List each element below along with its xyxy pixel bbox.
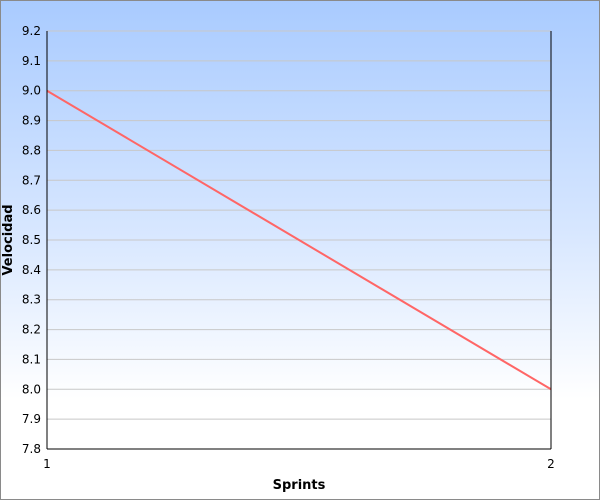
y-tick-label: 8.6 [22,203,41,217]
y-tick-label: 8.5 [22,233,41,247]
series-line-0 [46,89,552,391]
x-tick-label: 1 [43,457,51,471]
y-tick-label: 9.1 [22,54,41,68]
y-tick-label: 9.0 [22,84,41,98]
y-tick-label: 8.0 [22,382,41,396]
y-tick-labels: 7.8 7.9 8.0 8.1 8.2 8.3 8.4 8.5 8.6 8.7 8.8 8.9 9.0 9… [22,24,41,456]
grid-lines [47,30,551,420]
y-tick-label: 8.4 [22,263,41,277]
y-tick-label: 8.8 [22,143,41,157]
y-tick-label: 8.1 [22,352,41,366]
axes [46,31,552,450]
y-tick-label: 8.3 [22,293,41,307]
y-tick-label: 8.7 [22,173,41,187]
y-tick-label: 7.9 [22,412,41,426]
x-tick-label: 2 [547,457,555,471]
y-tick-label: 8.9 [22,114,41,128]
y-axis-title: Velocidad [1,204,16,275]
y-tick-label: 7.8 [22,442,41,456]
series-layer [46,89,552,391]
y-tick-label: 9.2 [22,24,41,38]
y-tick-label: 8.2 [22,323,41,337]
x-axis-title: Sprints [273,478,326,493]
